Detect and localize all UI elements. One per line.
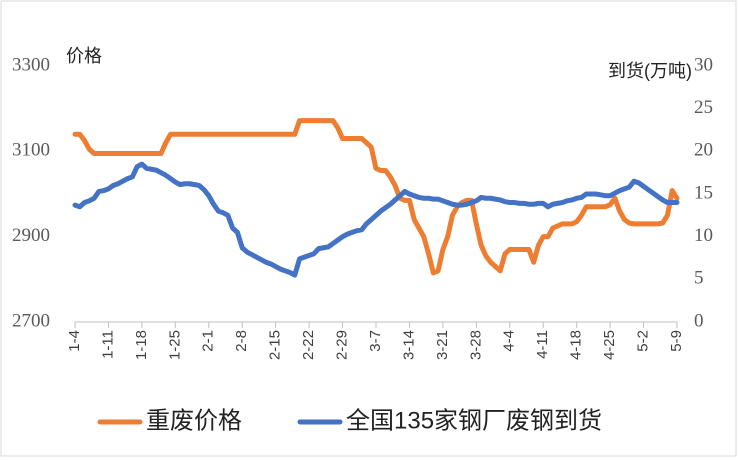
series-line: [72, 118, 680, 276]
x-tick-label: 1-25: [166, 330, 183, 360]
y2-tick-label: 10: [694, 225, 713, 246]
x-tick-label: 4-18: [568, 330, 585, 360]
x-tick-label: 5-2: [635, 330, 652, 352]
legend-label: 全国135家钢厂废钢到货: [346, 407, 602, 434]
x-tick-label: 2-1: [200, 330, 217, 352]
y2-tick-label: 5: [694, 268, 704, 289]
y2-tick-label: 20: [694, 140, 713, 161]
x-tick-label: 2-15: [267, 330, 284, 360]
x-tick-label: 2-8: [233, 330, 250, 352]
x-tick-label: 3-28: [467, 330, 484, 360]
y2-axis-label: 到货(万吨): [608, 61, 692, 81]
x-tick-label: 4-4: [501, 330, 518, 352]
x-tick-label: 3-21: [434, 330, 451, 360]
legend-label: 重废价格: [146, 407, 242, 434]
x-tick-label: 2-22: [300, 330, 317, 360]
x-tick-label: 3-7: [367, 330, 384, 352]
y-tick-label: 3300: [12, 54, 50, 75]
x-tick-label: 1-18: [133, 330, 150, 360]
y2-tick-label: 25: [694, 97, 713, 118]
x-tick-label: 2-29: [334, 330, 351, 360]
y-axis-label: 价格: [66, 46, 102, 66]
x-tick-label: 1-4: [66, 330, 83, 352]
y2-tick-label: 0: [694, 310, 704, 331]
x-tick-label: 1-11: [99, 330, 116, 359]
y2-tick-label: 15: [694, 182, 713, 203]
series-line: [72, 161, 680, 278]
x-tick-label: 4-11: [534, 330, 551, 359]
y-tick-label: 2700: [12, 310, 50, 331]
y2-tick-label: 30: [694, 54, 713, 75]
x-tick-label: 3-14: [400, 330, 417, 360]
x-tick-label: 4-25: [601, 330, 618, 360]
y-tick-label: 2900: [12, 225, 50, 246]
y-tick-label: 3100: [12, 140, 50, 161]
x-tick-label: 5-9: [668, 330, 685, 352]
